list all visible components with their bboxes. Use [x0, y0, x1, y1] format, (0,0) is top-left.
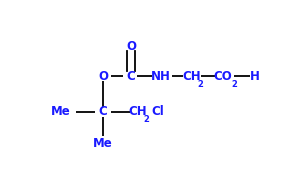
Text: O: O — [98, 70, 108, 83]
Text: NH: NH — [151, 70, 171, 83]
Text: 2: 2 — [143, 115, 149, 124]
Text: 2: 2 — [231, 80, 237, 89]
Text: CH: CH — [129, 105, 147, 118]
Text: Me: Me — [93, 137, 113, 150]
Text: 2: 2 — [197, 80, 203, 89]
Text: C: C — [126, 70, 135, 83]
Text: H: H — [250, 70, 259, 83]
Text: C: C — [98, 105, 107, 118]
Text: CO: CO — [214, 70, 232, 83]
Text: O: O — [126, 40, 136, 53]
Text: Me: Me — [51, 105, 71, 118]
Text: Cl: Cl — [151, 105, 164, 118]
Text: CH: CH — [182, 70, 201, 83]
